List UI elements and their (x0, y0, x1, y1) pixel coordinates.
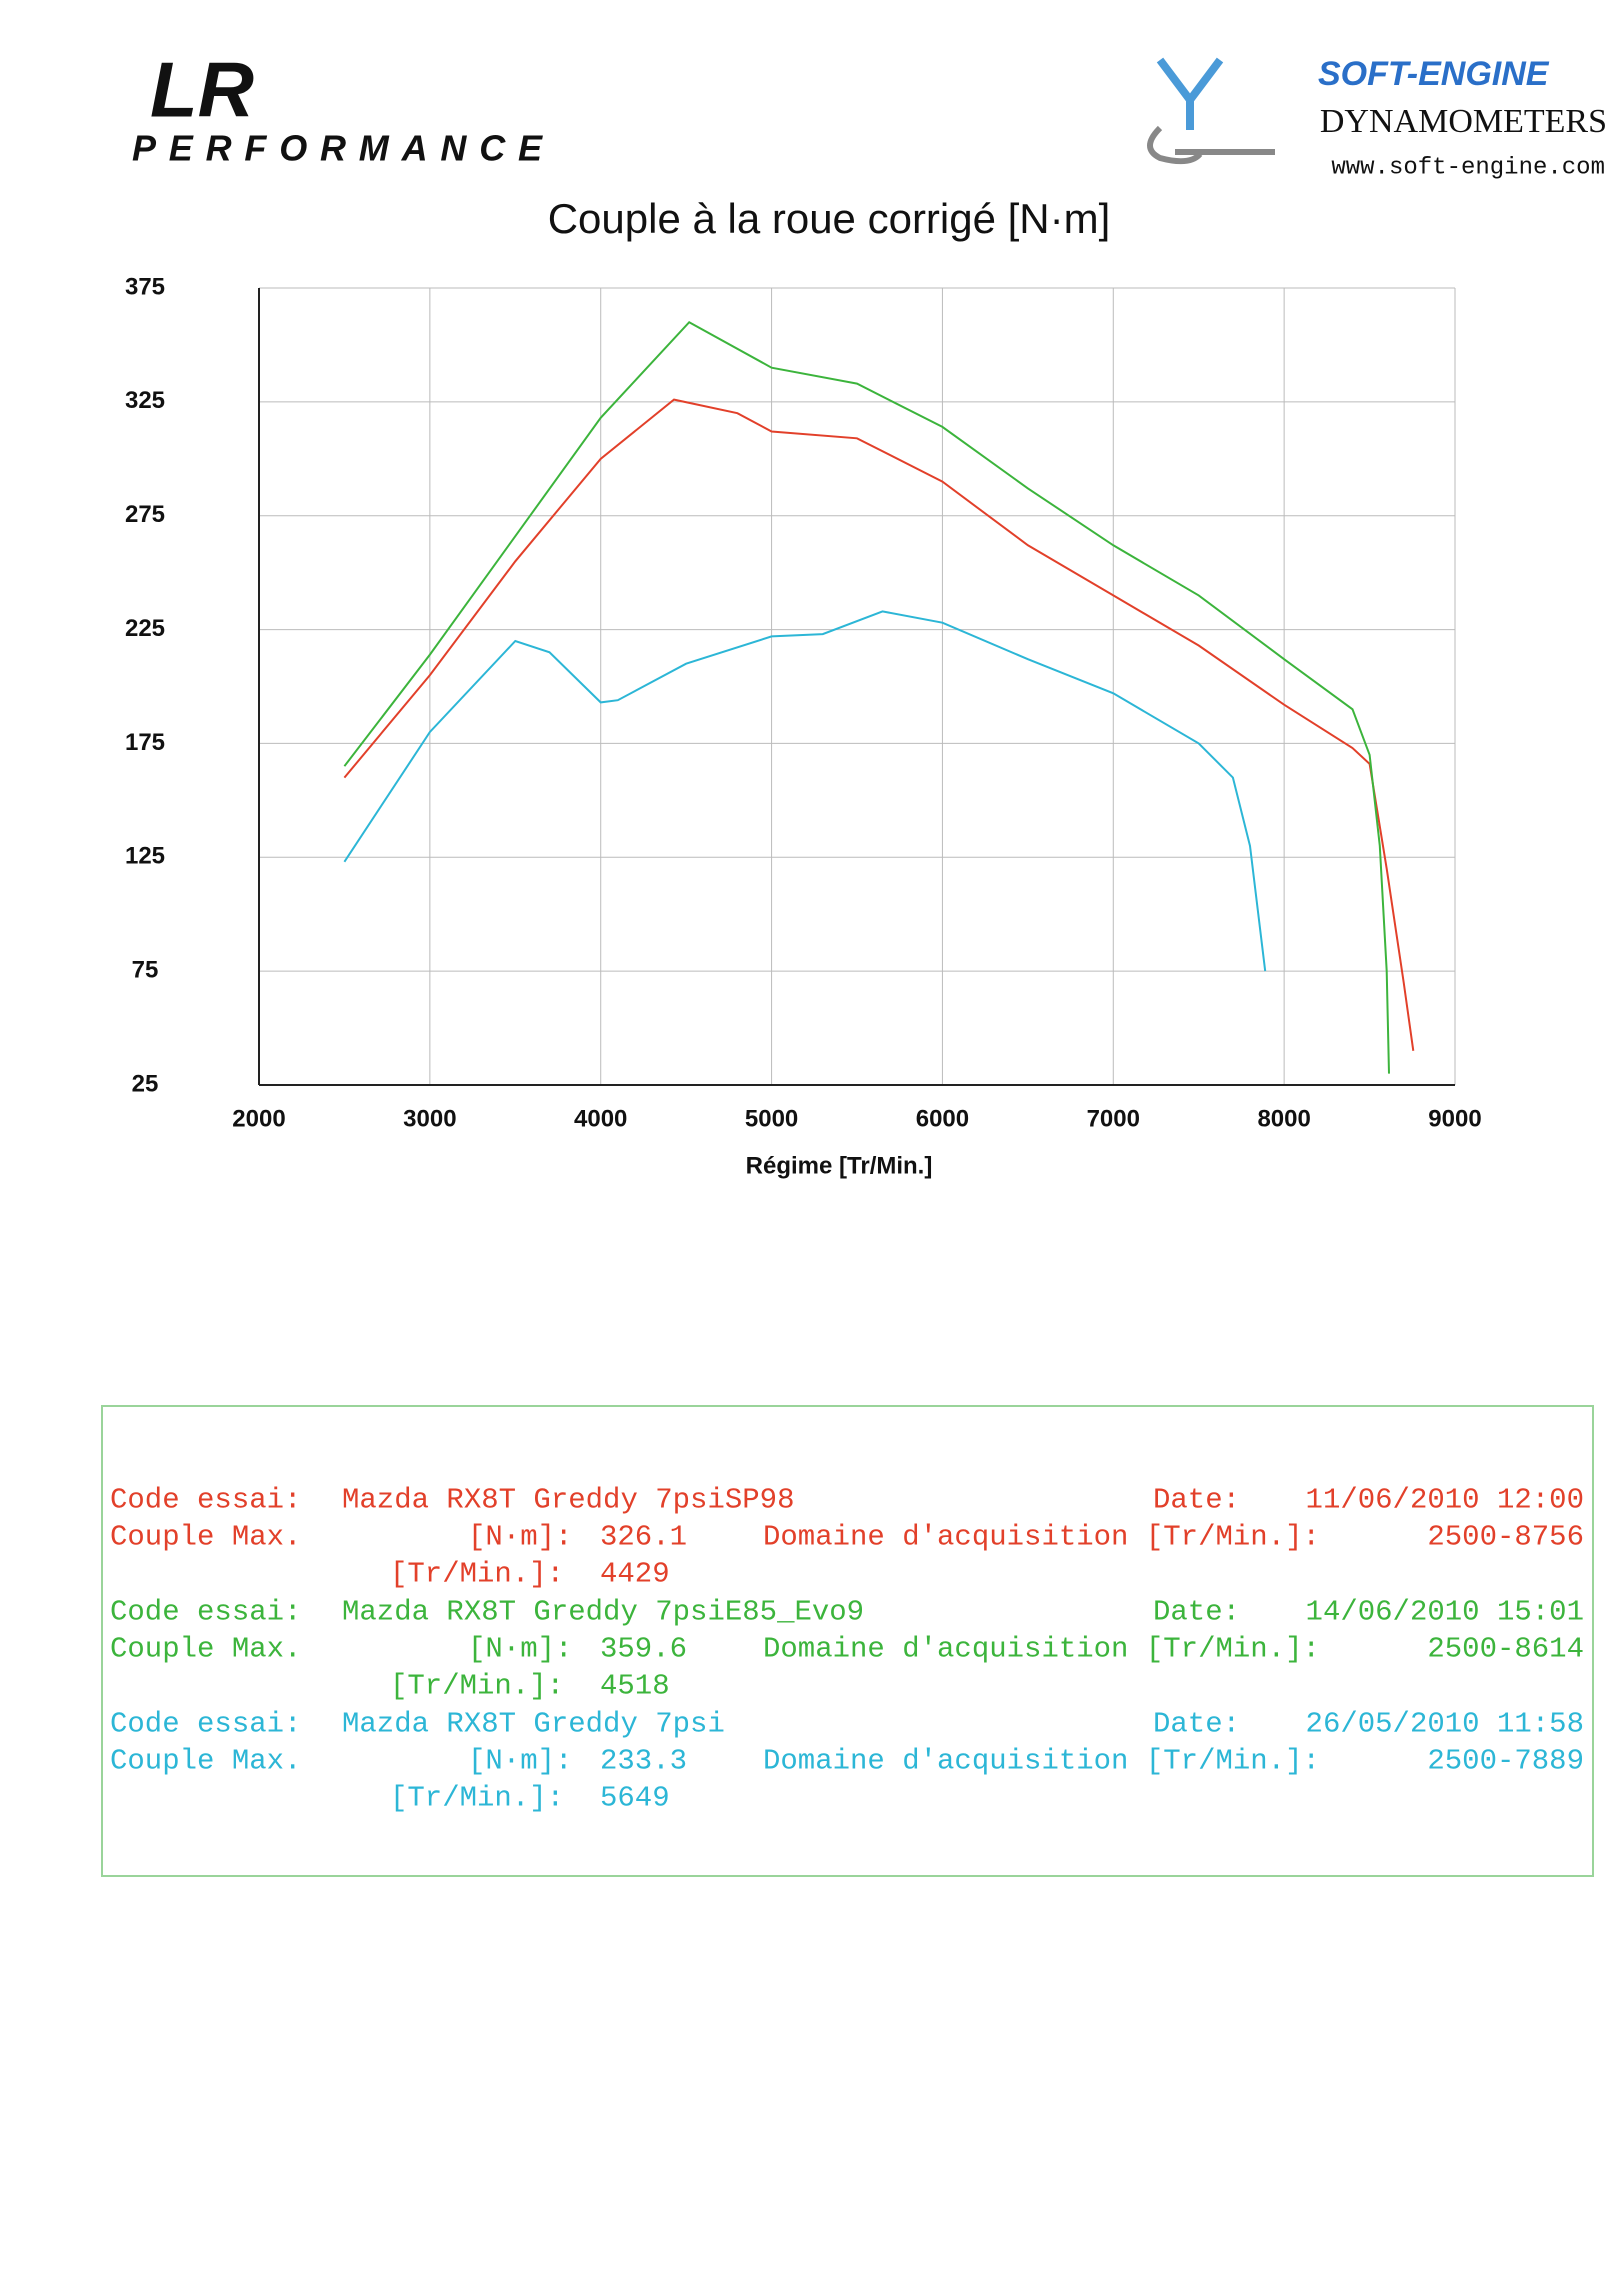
x-tick-label: 8000 (1257, 1105, 1310, 1132)
domain-label: Domaine d'acquisition [Tr/Min.]: (763, 1521, 1320, 1554)
logo-pistons (1156, 57, 1224, 130)
rpm-label: [Tr/Min.]: (390, 1782, 564, 1815)
date: 26/05/2010 11:58 (1306, 1708, 1584, 1741)
y-tick-label: 75 (132, 956, 159, 983)
max-label: Couple Max. (110, 1521, 301, 1554)
x-tick-label: 9000 (1428, 1105, 1481, 1132)
logo-lr: LR (150, 46, 254, 134)
code: Mazda RX8T Greddy 7psiSP98 (342, 1484, 794, 1517)
rpm: 5649 (600, 1782, 670, 1815)
x-tick-label: 5000 (745, 1105, 798, 1132)
y-tick-label: 175 (125, 729, 165, 756)
domain: 2500-8756 (1427, 1521, 1584, 1554)
torque: 326.1 (600, 1521, 687, 1554)
info: Code essai: Mazda RX8T Greddy 7psiSP98 Dat… (110, 1484, 1584, 1815)
series-line (343, 320, 1390, 1074)
x-tick-label: 7000 (1087, 1105, 1140, 1132)
domain: 2500-7889 (1427, 1745, 1584, 1778)
date-label: Date: (1153, 1596, 1240, 1629)
date: 14/06/2010 15:01 (1306, 1596, 1584, 1629)
rpm-label: [Tr/Min.]: (390, 1558, 564, 1591)
code: Mazda RX8T Greddy 7psi (342, 1708, 725, 1741)
torque-label: [N·m]: (468, 1521, 572, 1554)
series-line (343, 398, 1415, 1051)
x-axis-label: Régime [Tr/Min.] (746, 1152, 933, 1179)
series-line (343, 610, 1267, 972)
torque-label: [N·m]: (468, 1633, 572, 1666)
code: Mazda RX8T Greddy 7psiE85_Evo9 (342, 1596, 864, 1629)
logo-decoration (1147, 125, 1275, 165)
domain-label: Domaine d'acquisition [Tr/Min.]: (763, 1633, 1320, 1666)
torque-label: [N·m]: (468, 1745, 572, 1778)
domain: 2500-8614 (1427, 1633, 1584, 1666)
x-tick-label: 4000 (574, 1105, 627, 1132)
y-tick-label: 125 (125, 843, 165, 870)
rpm-label: [Tr/Min.]: (390, 1670, 564, 1703)
rpm: 4429 (600, 1558, 670, 1591)
code-label: Code essai: (110, 1596, 301, 1629)
y-tick-label: 225 (125, 615, 165, 642)
code-label: Code essai: (110, 1484, 301, 1517)
website: www.soft-engine.com (1331, 154, 1605, 181)
info-box (101, 1405, 1594, 1877)
torque: 233.3 (600, 1745, 687, 1778)
y-tick-label: 375 (125, 273, 165, 300)
domain-label: Domaine d'acquisition [Tr/Min.]: (763, 1745, 1320, 1778)
plot: 25 75 125 175 225 275 325 375 2000 3000 4000 5000 60… (125, 273, 1482, 1132)
code-label: Code essai: (110, 1708, 301, 1741)
x-tick-label: 6000 (916, 1105, 969, 1132)
x-tick-label: 3000 (403, 1105, 456, 1132)
x-tick-label: 2000 (232, 1105, 285, 1132)
logo-performance: PERFORMANCE (132, 128, 543, 169)
date: 11/06/2010 12:00 (1306, 1484, 1584, 1517)
chart-title: Couple à la roue corrigé [N·m] (548, 195, 1111, 242)
y-tick-label: 275 (125, 501, 165, 528)
rpm: 4518 (600, 1670, 670, 1703)
logo-dynamometers: DYNAMOMETERS (1320, 103, 1607, 140)
y-tick-label: 25 (132, 1070, 159, 1097)
y-tick-label: 325 (125, 387, 165, 414)
logo-soft-engine: SOFT-ENGINE (1318, 55, 1550, 93)
max-label: Couple Max. (110, 1633, 301, 1666)
max-label: Couple Max. (110, 1745, 301, 1778)
torque: 359.6 (600, 1633, 687, 1666)
date-label: Date: (1153, 1484, 1240, 1517)
date-label: Date: (1153, 1708, 1240, 1741)
